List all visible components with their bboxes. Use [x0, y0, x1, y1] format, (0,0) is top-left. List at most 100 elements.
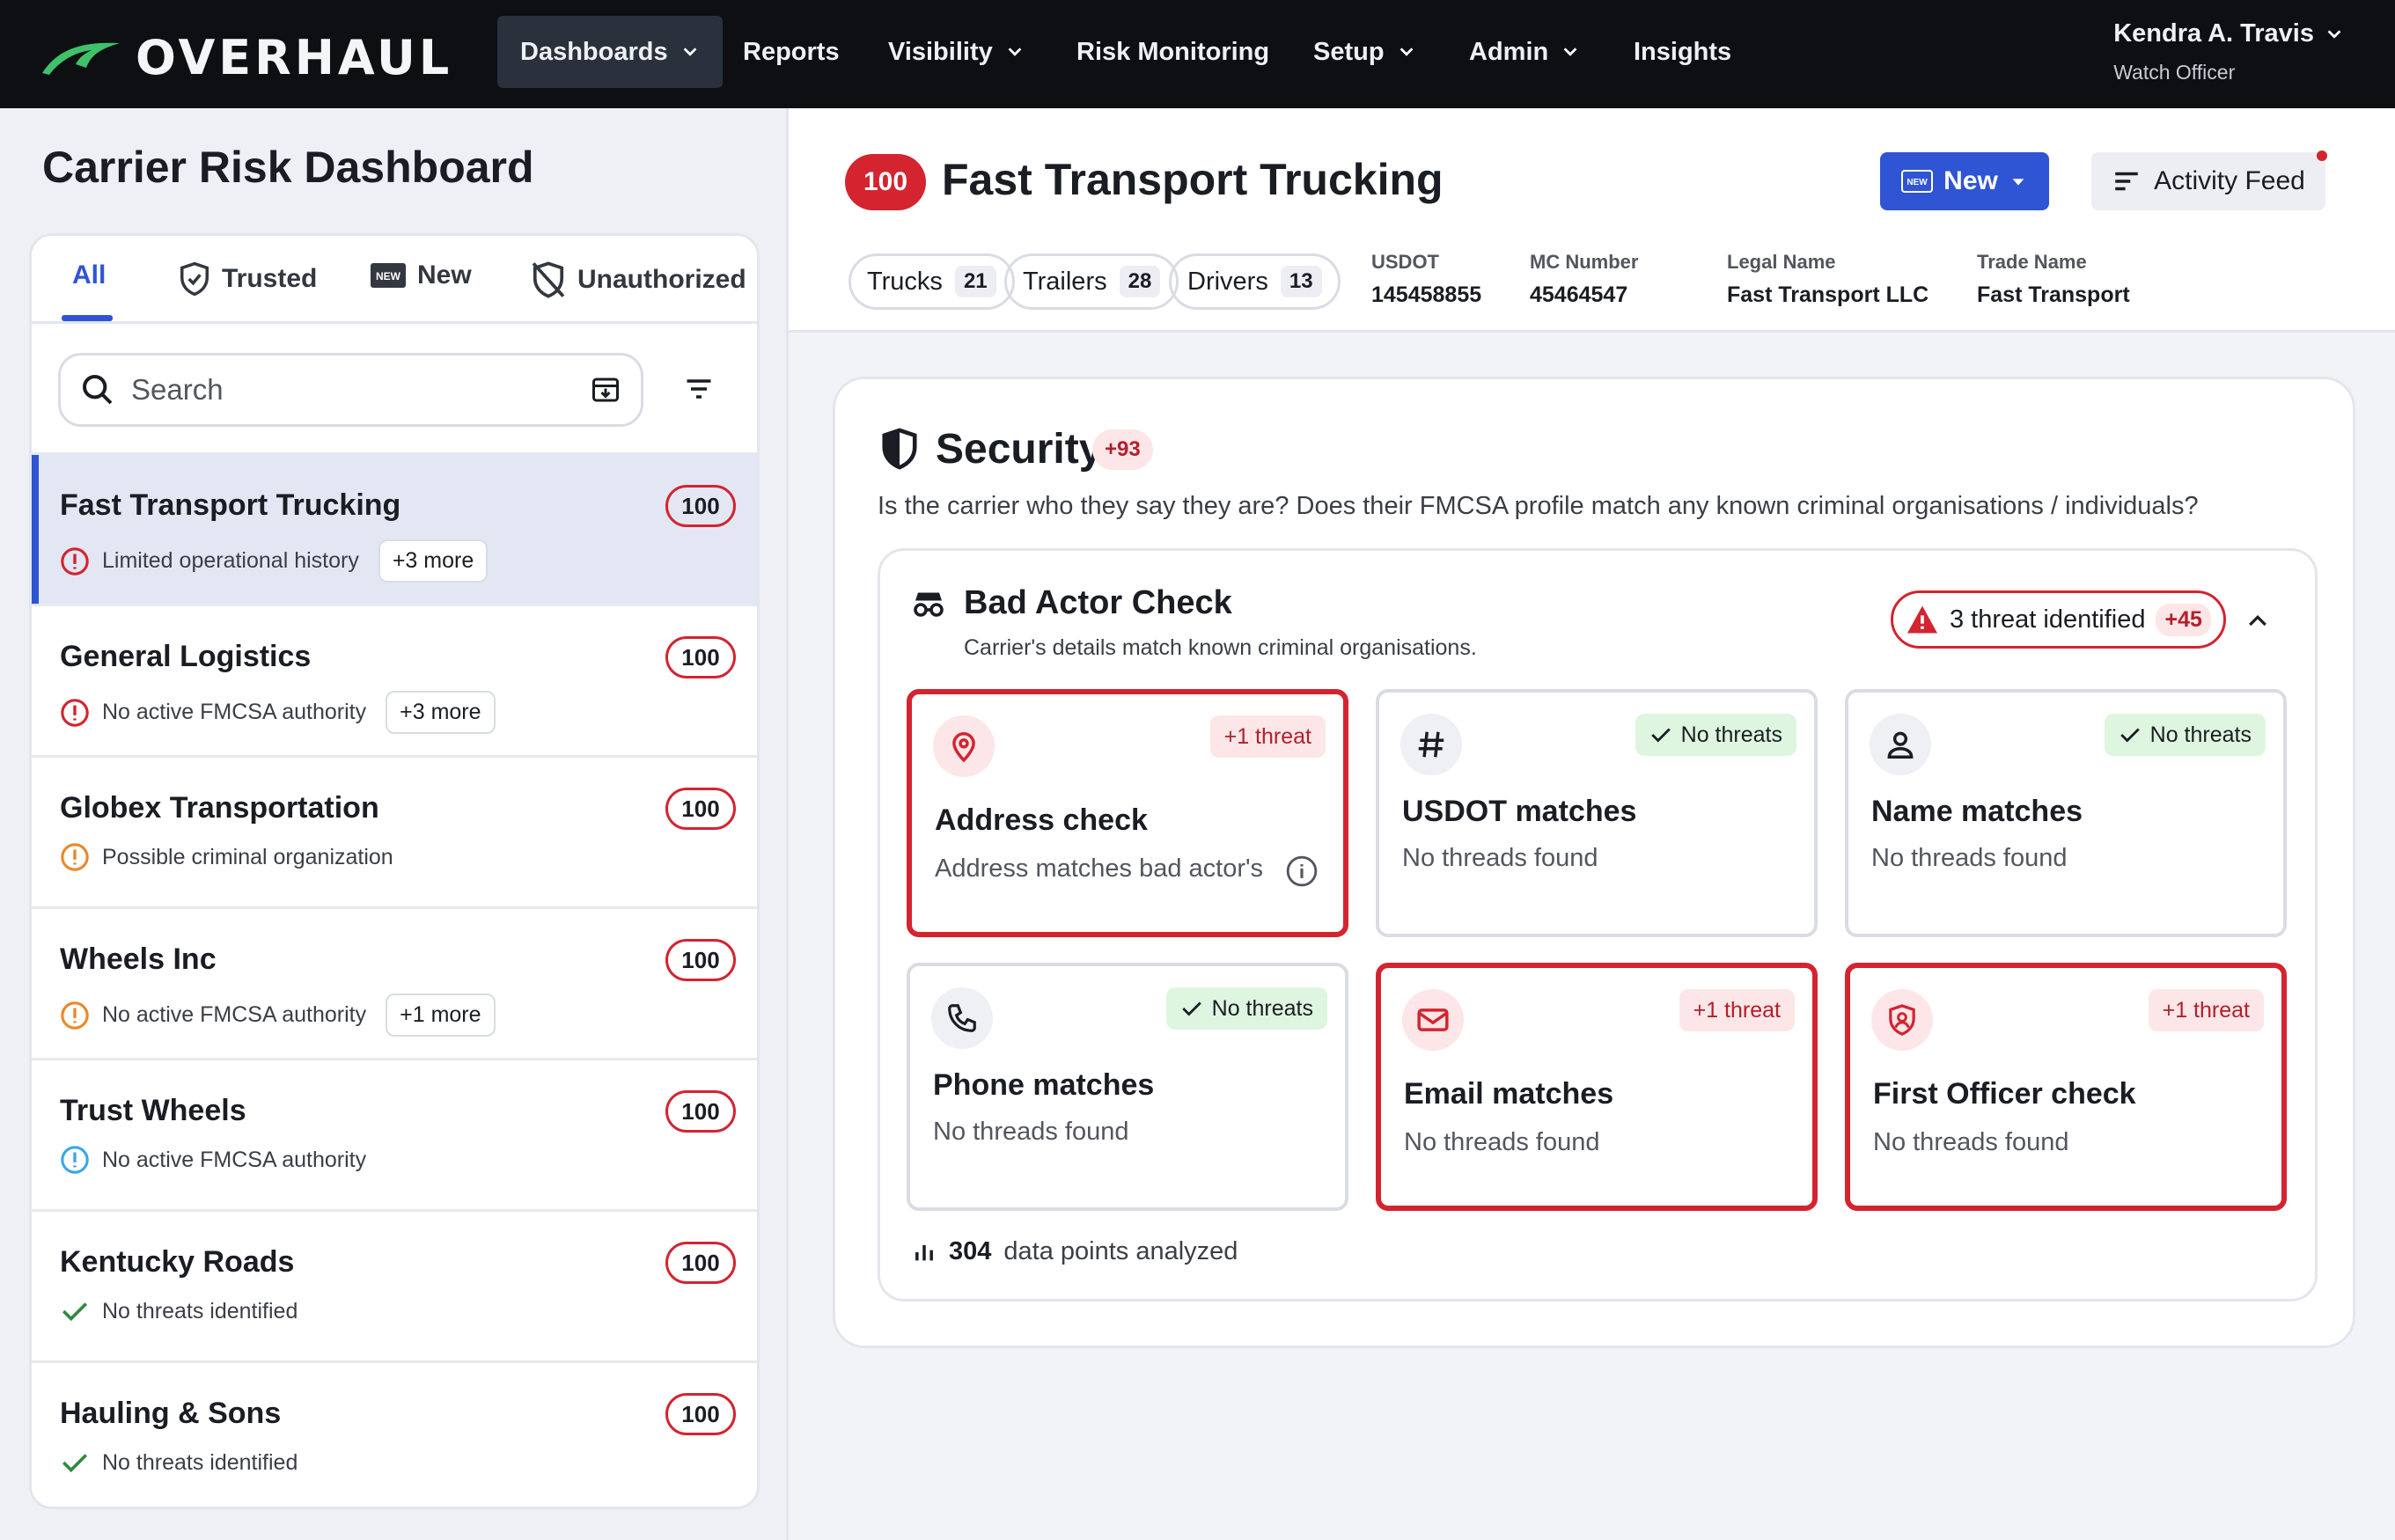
nav-label: Setup: [1313, 37, 1385, 66]
nav-admin[interactable]: Admin: [1446, 16, 1603, 88]
carrier-row[interactable]: Hauling & Sons 100 No threats identified: [32, 1360, 757, 1507]
left-panel: Carrier Risk Dashboard All Trusted NEW N…: [0, 108, 786, 1540]
nav-label: Risk Monitoring: [1076, 37, 1270, 66]
carrier-name: General Logistics: [60, 640, 312, 673]
first-officer-check-card[interactable]: +1 threat First Officer check No threads…: [1845, 963, 2287, 1211]
phone-matches-card[interactable]: No threats Phone matches No threads foun…: [907, 963, 1348, 1211]
tab-label: Unauthorized: [577, 265, 746, 294]
nav-dashboards[interactable]: Dashboards: [497, 16, 723, 88]
risk-score-badge: 100: [845, 154, 926, 210]
archive-download-icon[interactable]: [590, 374, 621, 406]
meta-usdot: USDOT 145458855: [1371, 251, 1481, 308]
trucks-pill[interactable]: Trucks 21: [849, 253, 1015, 310]
risk-score-badge: 100: [665, 788, 736, 830]
check-subtitle: No threads found: [1873, 1128, 2069, 1156]
nav-setup[interactable]: Setup: [1290, 16, 1439, 88]
logo[interactable]: OVERHAUL: [40, 30, 452, 85]
info-icon[interactable]: [1285, 854, 1319, 888]
logo-text: OVERHAUL: [136, 30, 453, 85]
chevron-down-icon: [683, 48, 696, 56]
carrier-name: Kentucky Roads: [60, 1245, 295, 1279]
meta-label: MC Number: [1530, 251, 1639, 273]
carrier-row[interactable]: Wheels Inc 100 No active FMCSA authority…: [32, 906, 757, 1058]
chevron-down-icon: [1008, 48, 1022, 56]
carrier-status: No threats identified: [102, 1298, 298, 1324]
risk-score-badge: 100: [665, 485, 736, 527]
tab-unauthorized[interactable]: Unauthorized: [530, 260, 746, 299]
more-tag[interactable]: +3 more: [386, 691, 496, 734]
mail-icon: [1417, 1008, 1449, 1031]
new-button[interactable]: NEW New: [1880, 152, 2049, 210]
alert-circle-icon: [61, 546, 89, 576]
threat-summary-label: 3 threat identified: [1950, 605, 2146, 634]
checkmark-icon: [1650, 728, 1671, 743]
tab-trusted[interactable]: Trusted: [178, 260, 317, 297]
carrier-row[interactable]: Trust Wheels 100 No active FMCSA authori…: [32, 1058, 757, 1209]
address-check-card[interactable]: +1 threat Address check Address matches …: [907, 689, 1348, 937]
meta-value: 45464547: [1530, 282, 1628, 307]
carrier-row[interactable]: Kentucky Roads 100 No threats identified: [32, 1209, 757, 1360]
nav-label: Admin: [1469, 37, 1549, 66]
check-subtitle: Address matches bad actor's: [935, 854, 1264, 883]
email-matches-card[interactable]: +1 threat Email matches No threads found: [1376, 963, 1818, 1211]
activity-feed-button[interactable]: Activity Feed: [2091, 152, 2325, 210]
nav-visibility[interactable]: Visibility: [865, 16, 1047, 88]
phone-icon: [948, 1004, 976, 1032]
check-subtitle: No threads found: [1871, 844, 2068, 872]
trailers-pill[interactable]: Trailers 28: [1004, 253, 1179, 310]
check-subtitle: No threads found: [1402, 844, 1598, 872]
meta-value: 145458855: [1371, 282, 1482, 307]
data-points-label: data points analyzed: [1003, 1237, 1238, 1265]
shield-check-icon: [180, 261, 209, 297]
section-description: Is the carrier who they say they are? Do…: [878, 492, 2199, 520]
usdot-matches-card[interactable]: No threats USDOT matches No threads foun…: [1376, 689, 1818, 937]
carrier-status: Limited operational history: [102, 548, 359, 573]
carrier-status: Possible criminal organization: [102, 844, 393, 869]
more-tag[interactable]: +3 more: [378, 539, 489, 583]
search-input[interactable]: Search: [58, 353, 643, 427]
bad-actor-card: Bad Actor Check Carrier's details match …: [878, 548, 2318, 1302]
chevron-down-icon: [1563, 48, 1577, 56]
tag-label: No threats: [1680, 722, 1782, 747]
pill-count: 13: [1280, 266, 1322, 297]
filter-button[interactable]: [683, 373, 715, 405]
alert-circle-icon: [61, 698, 89, 727]
section-score-badge: +93: [1092, 429, 1153, 470]
more-tag[interactable]: +1 more: [386, 994, 496, 1037]
data-points-summary: 304 data points analyzed: [912, 1237, 1238, 1266]
chevron-down-icon: [1400, 48, 1413, 56]
tab-label: All: [72, 260, 107, 290]
chevron-down-icon: [2327, 29, 2341, 39]
pill-count: 21: [954, 266, 996, 297]
info-circle-icon: [61, 1146, 89, 1174]
name-matches-card[interactable]: No threats Name matches No threads found: [1845, 689, 2287, 937]
tab-new[interactable]: NEW New: [370, 260, 472, 290]
threat-tag: +1 threat: [1679, 989, 1795, 1031]
check-subtitle: No threads found: [1404, 1128, 1600, 1156]
user-role: Watch Officer: [2113, 61, 2236, 84]
notification-dot: [2317, 150, 2327, 161]
tab-all[interactable]: All: [72, 260, 106, 290]
drivers-pill[interactable]: Drivers 13: [1169, 253, 1341, 310]
card-title: Bad Actor Check: [964, 584, 1232, 621]
location-pin-icon: [952, 732, 975, 763]
risk-score-badge: 100: [665, 1090, 736, 1133]
section-title: Security: [936, 426, 1103, 473]
check-title: Address check: [935, 803, 1148, 837]
no-threat-tag: No threats: [1635, 714, 1796, 756]
carrier-row[interactable]: Globex Transportation 100 Possible crimi…: [32, 755, 757, 906]
caret-down-icon: [2012, 179, 2024, 186]
security-card: Security +93 Is the carrier who they say…: [833, 377, 2355, 1348]
nav-label: Reports: [743, 37, 840, 66]
carrier-row[interactable]: Fast Transport Trucking 100 Limited oper…: [32, 452, 757, 606]
check-subtitle: No threads found: [933, 1118, 1129, 1146]
user-menu[interactable]: Kendra A. Travis Watch Officer: [2113, 19, 2344, 84]
nav-insights[interactable]: Insights: [1611, 16, 1754, 88]
carrier-row[interactable]: General Logistics 100 No active FMCSA au…: [32, 604, 757, 755]
nav-reports[interactable]: Reports: [720, 16, 863, 88]
checkmark-icon: [62, 1454, 88, 1473]
nav-risk-monitoring[interactable]: Risk Monitoring: [1054, 16, 1292, 88]
carrier-header: 100 Fast Transport Trucking NEW New Acti…: [789, 108, 2395, 333]
check-title: First Officer check: [1873, 1077, 2136, 1111]
chevron-up-icon[interactable]: [2244, 607, 2271, 634]
